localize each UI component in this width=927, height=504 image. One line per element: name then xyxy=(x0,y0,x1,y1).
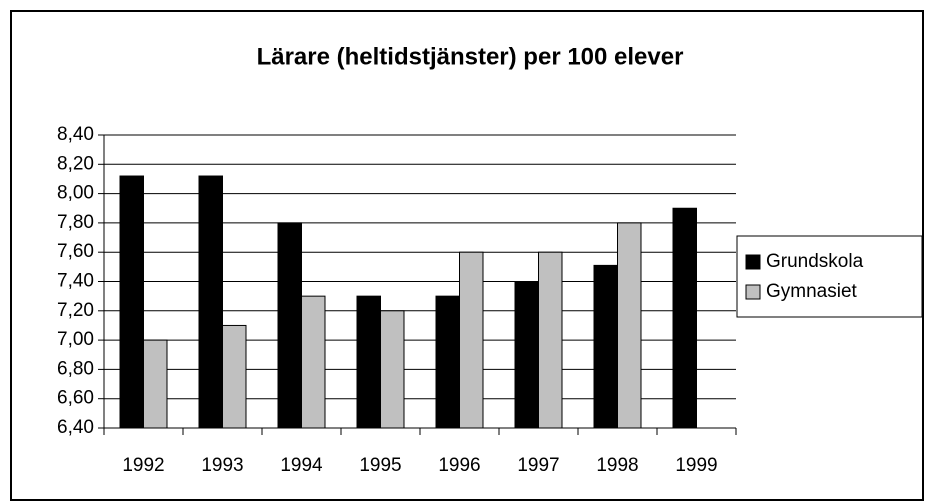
legend-swatch xyxy=(745,284,761,300)
chart-title: Lärare (heltidstjänster) per 100 elever xyxy=(257,43,684,70)
x-tick-label: 1996 xyxy=(438,455,480,476)
bar xyxy=(672,207,697,429)
x-tick-label: 1992 xyxy=(122,455,164,476)
bar xyxy=(119,175,144,429)
bar xyxy=(143,339,168,429)
y-tick-label: 7,40 xyxy=(57,271,94,292)
bar xyxy=(301,295,326,429)
bar xyxy=(222,324,247,429)
legend-label: Gymnasiet xyxy=(766,281,858,302)
y-tick-label: 7,00 xyxy=(57,329,94,350)
y-tick-label: 7,60 xyxy=(57,241,94,262)
bar xyxy=(459,251,484,429)
bar xyxy=(617,222,642,429)
bar xyxy=(514,281,539,429)
y-tick-label: 7,20 xyxy=(57,300,94,321)
y-tick-label: 6,40 xyxy=(57,417,94,438)
legend-label: Grundskola xyxy=(766,251,864,272)
y-tick-label: 7,80 xyxy=(57,212,94,233)
y-tick-label: 8,20 xyxy=(57,153,94,174)
x-tick-label: 1993 xyxy=(201,455,243,476)
y-tick-label: 6,60 xyxy=(57,388,94,409)
x-tick-label: 1995 xyxy=(359,455,401,476)
x-tick-label: 1994 xyxy=(280,455,323,476)
x-tick-label: 1998 xyxy=(596,455,638,476)
bar xyxy=(356,295,381,429)
y-tick-label: 6,80 xyxy=(57,358,94,379)
bar xyxy=(593,264,618,429)
legend-swatch xyxy=(745,254,761,270)
bar xyxy=(435,295,460,429)
y-tick-label: 8,00 xyxy=(57,183,94,204)
x-tick-label: 1997 xyxy=(517,455,559,476)
bar xyxy=(198,175,223,429)
bar xyxy=(538,251,563,429)
x-tick-label: 1999 xyxy=(675,455,717,476)
legend-box xyxy=(736,235,923,318)
bar xyxy=(380,310,405,429)
bar xyxy=(277,222,302,429)
y-tick-label: 8,40 xyxy=(57,124,94,145)
